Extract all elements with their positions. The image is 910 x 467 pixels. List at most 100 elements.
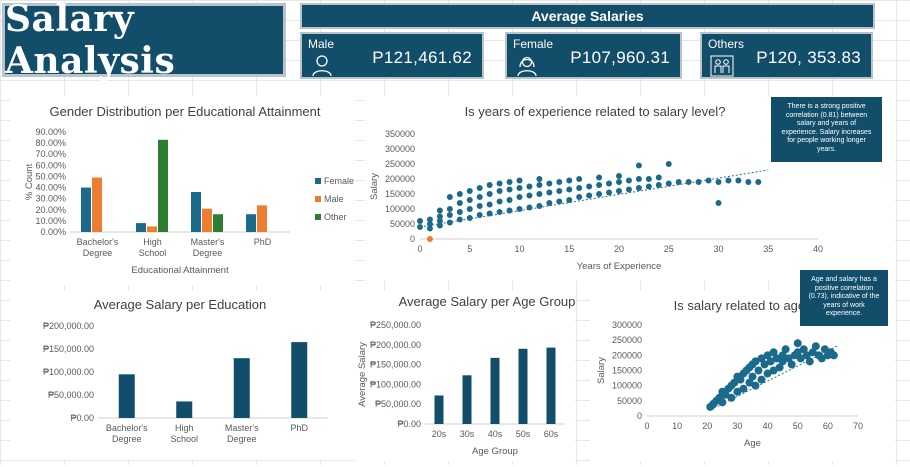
y-tick-label: 20.00% (35, 205, 66, 215)
x-tick-label: 60 (823, 421, 833, 431)
scatter-point (748, 372, 757, 381)
scatter-point (426, 216, 433, 223)
legend-label: Male (324, 194, 344, 204)
y-tick-label: ₱250,000.00 (370, 320, 421, 330)
scatter-point (799, 345, 808, 354)
bar (291, 342, 308, 418)
scatter-point (456, 191, 463, 197)
scatter-point (496, 180, 503, 187)
scatter-point (486, 182, 493, 188)
x-tick-label: 15 (564, 244, 574, 254)
scatter-point (436, 213, 443, 220)
scatter-point (625, 186, 632, 193)
scatter-point (576, 194, 583, 200)
average-salaries-header: Average Salaries (300, 3, 875, 29)
people-icon (710, 55, 734, 77)
scatter-point (769, 366, 778, 375)
y-tick-label: ₱50,000.00 (375, 399, 421, 409)
x-tick-label: 30 (713, 244, 723, 254)
x-tick-label: 70 (853, 421, 863, 431)
x-tick-label: 10 (514, 244, 524, 254)
x-tick-label: 5 (467, 244, 472, 254)
chart-title: Is salary related to age? (674, 298, 813, 313)
agegroup-salary-chart: Average Salary per Age Group ₱0.00 ₱50,000… (357, 294, 575, 457)
x-axis-label: Age Group (472, 446, 518, 457)
scatter-point (715, 200, 722, 206)
scatter-point (811, 342, 820, 351)
kpi-female: Female P107,960.31 (505, 32, 682, 79)
x-tick-label: Degree (112, 434, 142, 444)
scatter-point (635, 176, 642, 182)
scatter-point (516, 194, 523, 200)
scatter-point (426, 225, 433, 232)
scatter-point (586, 183, 593, 190)
y-tick-label: 70.00% (35, 149, 66, 159)
scatter-point (506, 179, 513, 185)
scatter-point (721, 390, 730, 399)
scatter-point (616, 188, 622, 194)
scatter-point (436, 218, 443, 224)
scatter-point (730, 378, 739, 387)
scatter-point (616, 173, 622, 179)
scatter-point (476, 194, 483, 200)
y-tick-label: 50000 (390, 219, 415, 229)
scatter-point (496, 198, 503, 205)
scatter-point (665, 161, 672, 167)
y-tick-label: 60.00% (35, 160, 66, 170)
agegroup-chart-panel: Average Salary per Age Group ₱0.00 ₱50,000… (355, 290, 575, 462)
y-tick-label: 50.00% (35, 171, 66, 181)
experience-salary-chart: Is years of experience related to salary… (369, 104, 823, 272)
y-tick-label: ₱200,000.00 (370, 340, 421, 350)
scatter-point (576, 185, 583, 191)
y-tick-label: 0 (637, 411, 642, 421)
kpi-female-label: Female (513, 37, 554, 51)
bar-female (81, 187, 91, 232)
y-tick-label: 200000 (385, 174, 415, 184)
x-axis-label: Age (744, 438, 761, 449)
scatter-point (655, 182, 662, 188)
x-axis-label: Educational Attainment (131, 265, 229, 276)
kpi-male: Male P121,461.62 (300, 32, 484, 79)
scatter-point (820, 345, 829, 354)
scatter-point (725, 177, 732, 184)
x-tick-label: 20 (614, 244, 624, 254)
scatter-point (787, 360, 796, 369)
scatter-point (733, 387, 742, 396)
education-chart-panel: Average Salary per Education ₱0.00 ₱50,000… (10, 290, 355, 460)
scatter-point (566, 186, 573, 193)
scatter-point (769, 348, 778, 357)
y-tick-label: 10.00% (35, 216, 66, 226)
bar-male (92, 177, 102, 232)
legend-label: Other (324, 212, 347, 222)
scatter-point (476, 203, 483, 209)
scatter-point (536, 191, 543, 197)
y-tick-label: 150000 (385, 189, 415, 199)
scatter-point (757, 375, 766, 384)
y-axis-label: Salary (596, 357, 607, 384)
scatter-point (456, 200, 463, 206)
scatter-point (476, 212, 483, 218)
scatter-point (556, 179, 563, 185)
y-tick-label: 100000 (612, 381, 642, 391)
x-tick-label: 40 (813, 244, 823, 254)
scatter-point (695, 179, 702, 185)
bar-female (191, 192, 201, 232)
scatter-point (536, 203, 543, 209)
y-tick-label: ₱50,000.00 (48, 390, 94, 400)
scatter-point (760, 360, 769, 369)
scatter-point (793, 348, 802, 357)
legend-swatch (315, 178, 321, 184)
bar-female (136, 223, 146, 232)
bar-female (246, 214, 256, 232)
scatter-point (665, 180, 672, 187)
scatter-point (516, 185, 523, 191)
y-tick-label: ₱0.00 (70, 413, 94, 423)
scatter-point (576, 176, 583, 182)
scatter-point-highlight (426, 236, 433, 242)
x-tick-label: 30 (732, 421, 742, 431)
scatter-point (456, 209, 463, 215)
scatter-point (755, 179, 762, 185)
scatter-point (606, 180, 613, 187)
scatter-point (754, 366, 763, 375)
scatter-point (556, 198, 563, 205)
